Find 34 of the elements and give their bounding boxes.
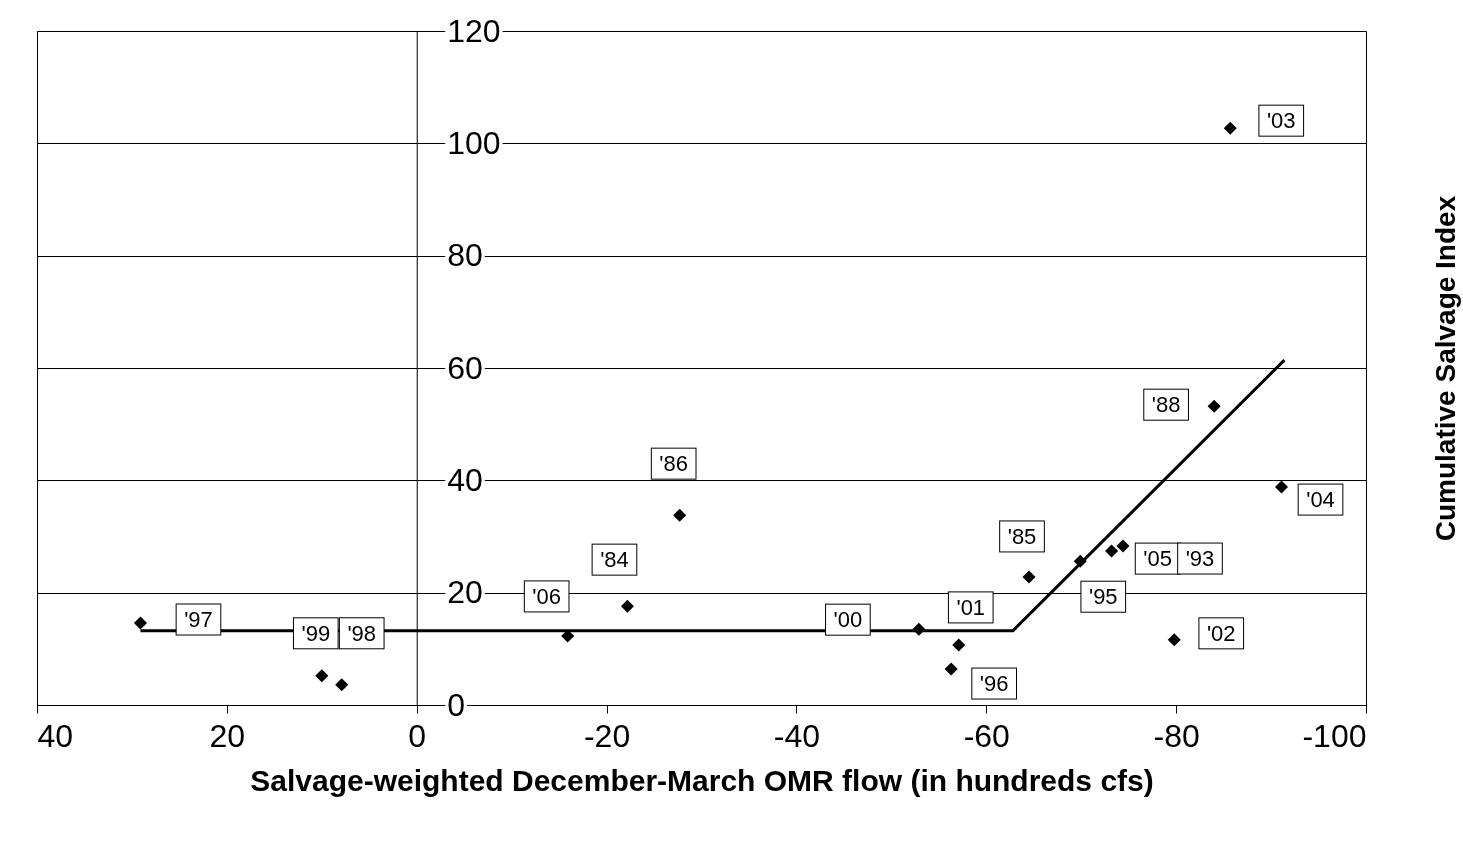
annotation: '95 (1088, 584, 1118, 610)
annotation: '01 (956, 594, 986, 620)
x-tick-label: 0 (408, 717, 427, 754)
y-tick-label: 100 (447, 124, 501, 161)
x-tick-label: 20 (209, 717, 246, 754)
annotation: '84 (600, 547, 629, 573)
x-tick-label: -20 (583, 717, 631, 754)
x-tick-label: -100 (1302, 717, 1367, 754)
x-tick-label: -80 (1153, 717, 1200, 754)
annotation: '98 (347, 620, 377, 646)
annotation: '85 (1007, 523, 1037, 549)
y-tick-label: 40 (447, 461, 483, 498)
annotation: '99 (301, 620, 331, 646)
y-tick-label: 60 (447, 349, 483, 386)
annotation: '02 (1206, 620, 1236, 646)
annotation: '06 (532, 583, 561, 609)
y-tick-label: 0 (447, 686, 466, 723)
annotation: '03 (1266, 108, 1296, 134)
annotation: '88 (1151, 392, 1181, 418)
annotation: '05 (1143, 546, 1172, 572)
annotation: '96 (979, 671, 1009, 697)
x-tick-label: -40 (773, 717, 821, 754)
annotation: '00 (833, 607, 863, 633)
y-tick-label: 20 (447, 574, 483, 611)
y-tick-label: 80 (447, 237, 483, 274)
annotation: '04 (1306, 487, 1335, 513)
annotation: '97 (184, 607, 213, 632)
x-tick-label: 40 (37, 717, 74, 754)
x-axis-title: Salvage-weighted December-March OMR flow (in hundreds cfs) (250, 763, 1154, 797)
annotation: '86 (659, 451, 688, 477)
x-tick-label: -60 (963, 717, 1010, 754)
y-tick-label: 120 (447, 12, 501, 49)
y-axis-title: Cumulative Salvage Index (1429, 195, 1461, 542)
annotation: '93 (1185, 546, 1215, 572)
